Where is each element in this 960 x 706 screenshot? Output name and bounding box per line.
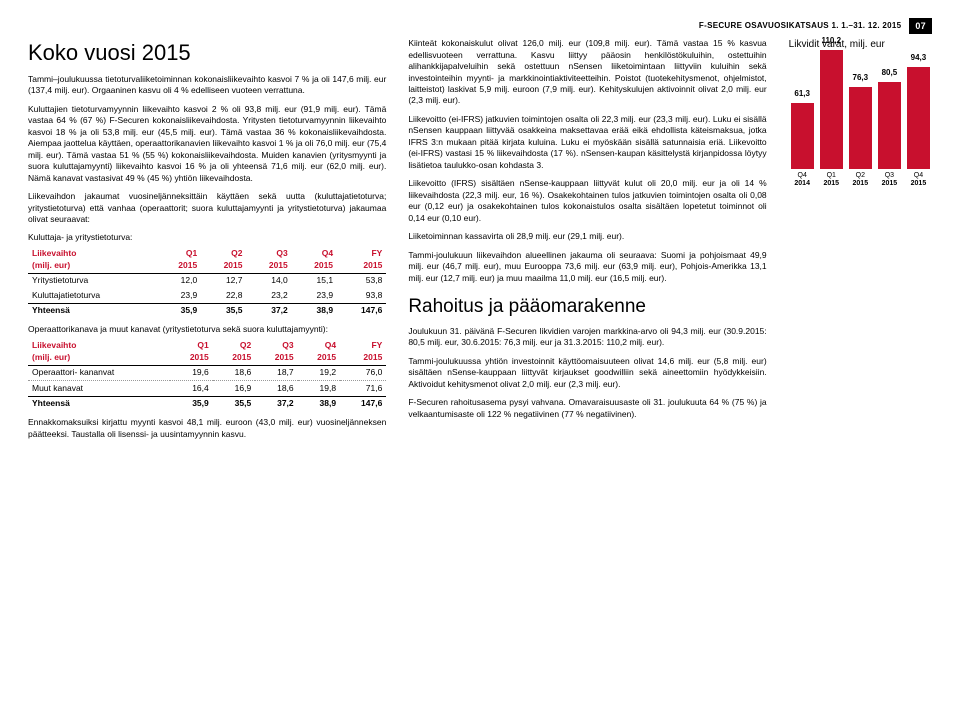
bar-rect [849,87,872,170]
table-operaattori-muut: Liikevaihto(milj. eur) Q12015 Q22015 Q32… [28,339,386,411]
bar-value-label: 94,3 [911,53,927,64]
left-column: Koko vuosi 2015 Tammi–joulukuussa tietot… [28,38,386,447]
chart-bar: 76,3 Q22015 [849,73,872,188]
mid-p2: Liikevoitto (ei-IFRS) jatkuvien toiminto… [408,114,766,171]
bar-axis-label: Q32015 [882,172,898,187]
mid-p5: Tammi-joulukuun liikevaihdon alueellinen… [408,250,766,284]
t2-h4: Q42015 [298,339,340,365]
mid-p3: Liikevoitto (IFRS) sisältäen nSense-kaup… [408,178,766,224]
mid-p4: Liiketoiminnan kassavirta oli 28,9 milj.… [408,231,766,242]
t2-h3: Q32015 [255,339,297,365]
page-header: F-SECURE OSAVUOSIKATSAUS 1. 1.–31. 12. 2… [28,18,932,34]
t1-h4: Q42015 [292,247,337,273]
t2-h2: Q22015 [213,339,255,365]
bar-value-label: 61,3 [794,89,810,100]
table2-caption: Operaattorikanava ja muut kanavat (yrity… [28,324,386,335]
t2-h0: Liikevaihto(milj. eur) [28,339,170,365]
middle-column: Kiinteät kokonaiskulut olivat 126,0 milj… [408,38,766,447]
left-p3: Liikevaihdon jakaumat vuosineljänneksitt… [28,191,386,225]
mid-p6: Joulukuun 31. päivänä F-Securen likvidie… [408,326,766,349]
bar-value-label: 80,5 [882,68,898,79]
t1-h3: Q32015 [246,247,291,273]
t1-h1: Q12015 [156,247,201,273]
t2-h5: FY2015 [340,339,386,365]
chart-title: Likvidit varat, milj. eur [789,38,932,52]
page-number: 07 [909,18,932,34]
bar-value-label: 110,2 [821,36,841,47]
bar-axis-label: Q12015 [823,172,839,187]
bar-axis-label: Q42015 [911,172,927,187]
mid-p8: F-Securen rahoitusasema pysyi vahvana. O… [408,397,766,420]
table-row: Muut kanavat16,416,918,619,871,6 [28,381,386,396]
chart-bar: 94,3 Q42015 [907,53,930,187]
left-p2: Kuluttajien tietoturvamyynnin liikevaiht… [28,104,386,184]
t1-h2: Q22015 [201,247,246,273]
bar-rect [791,103,814,169]
bar-rect [820,50,843,169]
bar-rect [878,82,901,169]
bar-rect [907,67,930,169]
header-title: F-SECURE OSAVUOSIKATSAUS 1. 1.–31. 12. 2… [699,21,901,32]
t1-h5: FY2015 [337,247,386,273]
bar-axis-label: Q22015 [853,172,869,187]
table-kuluttaja-yritys: Liikevaihto(milj. eur) Q12015 Q22015 Q32… [28,247,386,318]
main-heading: Koko vuosi 2015 [28,38,386,68]
table-row: Kuluttajatietoturva23,922,823,223,993,8 [28,288,386,303]
table-row-total: Yhteensä35,935,537,238,9147,6 [28,396,386,411]
t1-h0: Liikevaihto(milj. eur) [28,247,156,273]
chart-bar: 80,5 Q32015 [878,68,901,187]
mid-p7: Tammi-joulukuussa yhtiön investoinnit kä… [408,356,766,390]
chart-bar: 61,3 Q42014 [791,89,814,188]
bar-axis-label: Q42014 [794,172,810,187]
bar-value-label: 76,3 [853,73,869,84]
chart-bar: 110,2 Q12015 [820,36,843,188]
left-p1: Tammi–joulukuussa tietoturvaliiketoiminn… [28,74,386,97]
liquid-assets-chart: 61,3Q42014110,2Q1201576,3Q2201580,5Q3201… [789,58,932,218]
mid-p1: Kiinteät kokonaiskulut olivat 126,0 milj… [408,38,766,107]
table-row: Yritystietoturva12,012,714,015,153,8 [28,273,386,288]
t2-h1: Q12015 [170,339,212,365]
right-column: Likvidit varat, milj. eur 61,3 Q42014 110,… [789,38,932,447]
table-row-total: Yhteensä35,935,537,238,9147,6 [28,303,386,318]
finance-heading: Rahoitus ja pääomarakenne [408,294,766,320]
left-p4: Ennakkomaksuiksi kirjattu myynti kasvoi … [28,417,386,440]
table-row: Operaattori- kananvat19,618,618,719,276,… [28,365,386,380]
table1-caption: Kuluttaja- ja yritystietoturva: [28,232,386,243]
